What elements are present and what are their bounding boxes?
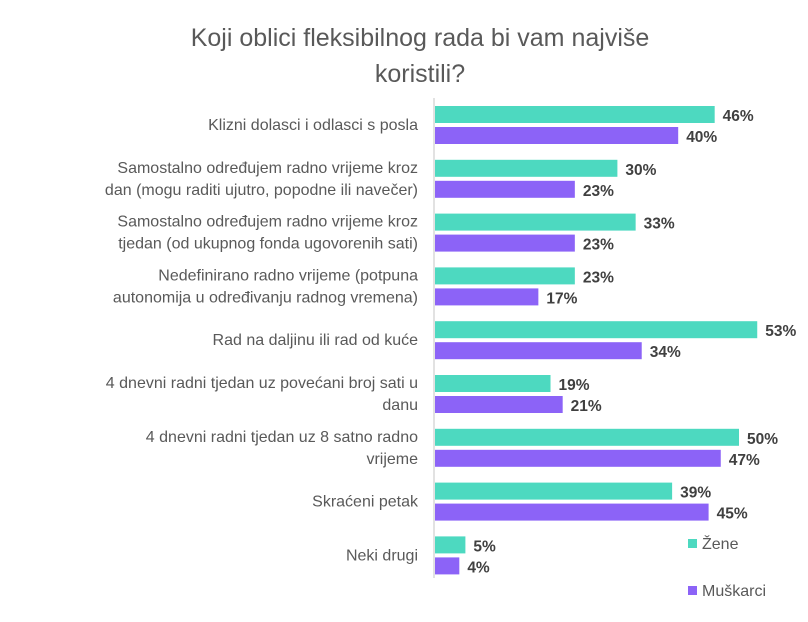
bar-muskarci (435, 557, 460, 575)
bar-zene (435, 428, 739, 446)
category-label: autonomija u određivanju radnog vremena) (113, 289, 418, 306)
bar-zene (435, 375, 551, 392)
data-label: 23% (583, 269, 614, 286)
bar-zene (435, 536, 466, 554)
legend-swatch (688, 586, 697, 595)
data-label: 17% (546, 290, 577, 307)
category-label: Rad na daljinu ili rad od kuće (213, 332, 419, 349)
legend-label: Muškarci (702, 583, 766, 600)
category-label: 4 dnevni radni tjedan uz 8 satno radno (146, 429, 418, 446)
category-label: Neki drugi (346, 547, 418, 564)
category-label: vrijeme (366, 451, 418, 468)
data-label: 23% (583, 237, 614, 254)
bar-muskarci (435, 449, 721, 467)
bar-zene (435, 213, 636, 231)
data-label: 21% (571, 398, 602, 415)
category-label: dan (mogu raditi ujutro, popodne ili nav… (105, 182, 418, 199)
legend-label: Žene (702, 534, 739, 553)
data-label: 23% (583, 183, 614, 200)
bar-muskarci (435, 342, 642, 360)
category-label: Nedefinirano radno vrijeme (potpuna (158, 267, 418, 284)
bar-zene (435, 321, 758, 339)
bar-zene (435, 106, 715, 123)
bar-muskarci (435, 180, 575, 198)
data-label: 47% (729, 452, 760, 469)
data-label: 19% (559, 377, 590, 394)
data-label: 40% (686, 129, 717, 146)
data-label: 50% (747, 431, 778, 448)
data-label: 45% (717, 506, 748, 523)
category-label: 4 dnevni radni tjedan uz povećani broj s… (106, 375, 418, 392)
bar-muskarci (435, 503, 709, 521)
category-label: Klizni dolasci i odlasci s posla (208, 117, 418, 134)
category-label: danu (382, 397, 418, 414)
data-label: 5% (473, 538, 496, 555)
data-label: 46% (723, 108, 754, 125)
bar-zene (435, 482, 673, 500)
data-label: 33% (644, 216, 675, 233)
category-label: Samostalno određujem radno vrijeme kroz (117, 214, 418, 231)
data-label: 4% (467, 559, 490, 576)
bar-muskarci (435, 127, 679, 144)
bar-muskarci (435, 234, 575, 252)
bar-zene (435, 267, 575, 285)
bar-muskarci (435, 396, 563, 413)
category-label: Samostalno određujem radno vrijeme kroz (117, 160, 418, 177)
data-label: 34% (650, 344, 681, 361)
data-label: 30% (625, 162, 656, 179)
bar-zene (435, 159, 618, 177)
data-label: 39% (680, 485, 711, 502)
data-label: 53% (765, 323, 796, 340)
category-label: tjedan (od ukupnog fonda ugovorenih sati… (118, 236, 418, 253)
chart-title-line-1: Koji oblici fleksibilnog rada bi vam naj… (191, 24, 650, 52)
legend-swatch (688, 539, 697, 548)
bar-muskarci (435, 288, 539, 306)
category-label: Skraćeni petak (312, 494, 419, 511)
chart-title-line-2: koristili? (375, 60, 465, 88)
